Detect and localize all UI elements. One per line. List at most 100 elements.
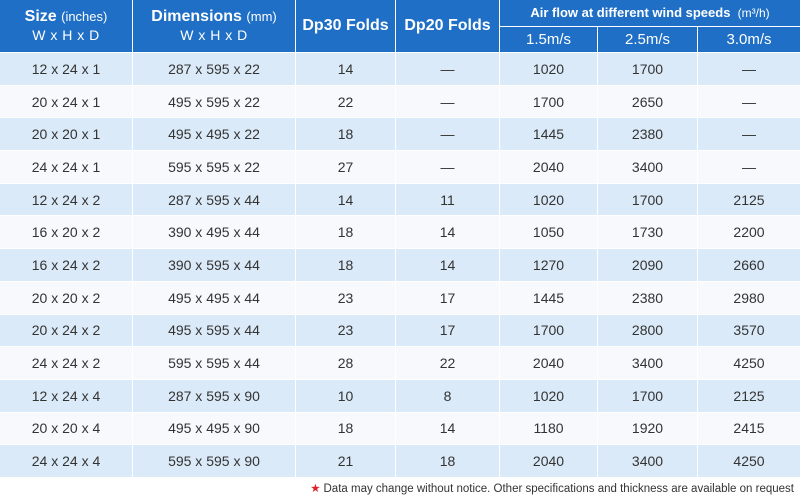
dims-dims: W x H x D (180, 27, 248, 44)
cell-flow-1-5: 1050 (500, 216, 598, 250)
cell-flow-3-0: 2125 (698, 379, 800, 413)
airflow-unit: (m³/h) (737, 6, 770, 21)
footnote: ★ Data may change without notice. Other s… (310, 481, 794, 495)
cell-flow-3-0: 2980 (698, 281, 800, 315)
table-row: 20 x 20 x 4 495 x 495 x 90 18 14 1180 1920 241… (0, 412, 800, 446)
cell-size: 12 x 24 x 1 (0, 53, 133, 86)
table-row: 24 x 24 x 4 595 x 595 x 90 21 18 2040 3400 425… (0, 445, 800, 478)
cell-size: 20 x 24 x 1 (0, 85, 133, 119)
cell-dimensions: 495 x 595 x 22 (133, 85, 296, 119)
cell-flow-3-0: 3570 (698, 314, 800, 348)
cell-flow-2-5: 3400 (598, 445, 698, 478)
table-header: Size (inches) W x H x D Dimensions (mm) … (0, 0, 800, 53)
cell-flow-2-5: 2380 (598, 281, 698, 315)
cell-flow-1-5: 1445 (500, 118, 598, 152)
col-header-dp20: Dp20 Folds (396, 0, 500, 53)
table-row: 20 x 20 x 1 495 x 495 x 22 18—1445 2380— (0, 118, 800, 152)
cell-dimensions: 390 x 595 x 44 (133, 249, 296, 282)
cell-dp20: 14 (396, 216, 500, 250)
cell-flow-2-5: 1700 (598, 379, 698, 413)
cell-flow-1-5: 1020 (500, 379, 598, 413)
cell-flow-3-0: 4250 (698, 445, 800, 478)
cell-flow-3-0: 4250 (698, 347, 800, 380)
cell-flow-1-5: 1020 (500, 53, 598, 86)
cell-dimensions: 495 x 595 x 44 (133, 314, 296, 348)
cell-size: 20 x 20 x 2 (0, 281, 133, 315)
cell-dp20: — (396, 53, 500, 86)
cell-dimensions: 495 x 495 x 22 (133, 118, 296, 152)
header-row-top: Size (inches) W x H x D Dimensions (mm) … (0, 0, 800, 53)
cell-dp30: 21 (296, 445, 396, 478)
cell-flow-3-0: 2125 (698, 183, 800, 217)
table-row: 12 x 24 x 4 287 x 595 x 90 10 8 1020 1700 2125 (0, 379, 800, 413)
cell-flow-2-5: 2090 (598, 249, 698, 282)
airflow-label: Air flow at different wind speeds (530, 5, 731, 21)
table-row: 24 x 24 x 2 595 x 595 x 44 28 22 2040 3400 425… (0, 347, 800, 380)
cell-size: 12 x 24 x 2 (0, 183, 133, 217)
cell-flow-1-5: 1020 (500, 183, 598, 217)
cell-flow-2-5: 3400 (598, 151, 698, 184)
table-row: 12 x 24 x 1 287 x 595 x 22 14—1020 1700— (0, 53, 800, 86)
cell-flow-2-5: 2800 (598, 314, 698, 348)
cell-size: 20 x 24 x 2 (0, 314, 133, 348)
dp20-label: Dp20 Folds (404, 16, 491, 34)
cell-size: 16 x 24 x 2 (0, 249, 133, 282)
cell-dp20: 11 (396, 183, 500, 217)
cell-flow-2-5: 1700 (598, 53, 698, 86)
table-row: 12 x 24 x 2 287 x 595 x 44 14 11 1020 1700 212… (0, 183, 800, 217)
spec-table: Size (inches) W x H x D Dimensions (mm) … (0, 0, 800, 478)
header-row-speeds: 1.5m/s 2.5m/s 3.0m/s (0, 27, 800, 53)
cell-flow-1-5: 1180 (500, 412, 598, 446)
cell-flow-1-5: 1270 (500, 249, 598, 282)
col-header-airflow: Air flow at different wind speeds (m³/h) (500, 0, 800, 27)
cell-flow-2-5: 1920 (598, 412, 698, 446)
table-row: 16 x 20 x 2 390 x 495 x 44 18 14 1050 1730 220… (0, 216, 800, 250)
cell-dimensions: 595 x 595 x 44 (133, 347, 296, 380)
dp30-label: Dp30 Folds (302, 16, 389, 34)
col-header-size: Size (inches) W x H x D (0, 0, 133, 53)
col-header-dimensions: Dimensions (mm) W x H x D (133, 0, 296, 53)
cell-flow-1-5: 2040 (500, 151, 598, 184)
cell-dimensions: 287 x 595 x 44 (133, 183, 296, 217)
cell-dp20: 14 (396, 249, 500, 282)
cell-dp30: 10 (296, 379, 396, 413)
table-row: 20 x 24 x 2 495 x 595 x 44 23 17 1700 2800 357… (0, 314, 800, 348)
cell-dp30: 14 (296, 53, 396, 86)
cell-dimensions: 495 x 495 x 90 (133, 412, 296, 446)
cell-flow-3-0: 2415 (698, 412, 800, 446)
footnote-text: Data may change without notice. Other sp… (323, 483, 795, 495)
cell-flow-3-0: — (698, 151, 800, 184)
cell-dimensions: 287 x 595 x 90 (133, 379, 296, 413)
col-header-speed-1: 1.5m/s (500, 27, 598, 53)
dims-unit: (mm) (246, 9, 277, 25)
cell-flow-1-5: 2040 (500, 347, 598, 380)
size-unit: (inches) (61, 9, 108, 25)
cell-dp20: — (396, 151, 500, 184)
table-row: 24 x 24 x 1 595 x 595 x 22 27—2040 3400— (0, 151, 800, 184)
cell-flow-2-5: 2650 (598, 85, 698, 119)
table-row: 20 x 24 x 1 495 x 595 x 22 22—1700 2650— (0, 85, 800, 119)
cell-flow-2-5: 1730 (598, 216, 698, 250)
cell-flow-1-5: 1700 (500, 85, 598, 119)
cell-flow-3-0: — (698, 118, 800, 152)
cell-dp30: 14 (296, 183, 396, 217)
table-row: 20 x 20 x 2 495 x 495 x 44 23 17 1445 2380 298… (0, 281, 800, 315)
col-header-speed-2: 2.5m/s (598, 27, 698, 53)
dims-label: Dimensions (151, 8, 242, 26)
cell-dp20: 22 (396, 347, 500, 380)
cell-flow-3-0: — (698, 85, 800, 119)
table-row: 16 x 24 x 2 390 x 595 x 44 18 14 1270 2090 266… (0, 249, 800, 282)
cell-flow-1-5: 2040 (500, 445, 598, 478)
cell-flow-3-0: 2660 (698, 249, 800, 282)
cell-flow-3-0: 2200 (698, 216, 800, 250)
cell-flow-3-0: — (698, 53, 800, 86)
cell-dimensions: 390 x 495 x 44 (133, 216, 296, 250)
cell-flow-1-5: 1700 (500, 314, 598, 348)
cell-flow-1-5: 1445 (500, 281, 598, 315)
cell-dp30: 28 (296, 347, 396, 380)
cell-size: 24 x 24 x 4 (0, 445, 133, 478)
cell-dp30: 18 (296, 118, 396, 152)
cell-dp30: 18 (296, 249, 396, 282)
cell-dp30: 18 (296, 412, 396, 446)
cell-flow-2-5: 1700 (598, 183, 698, 217)
